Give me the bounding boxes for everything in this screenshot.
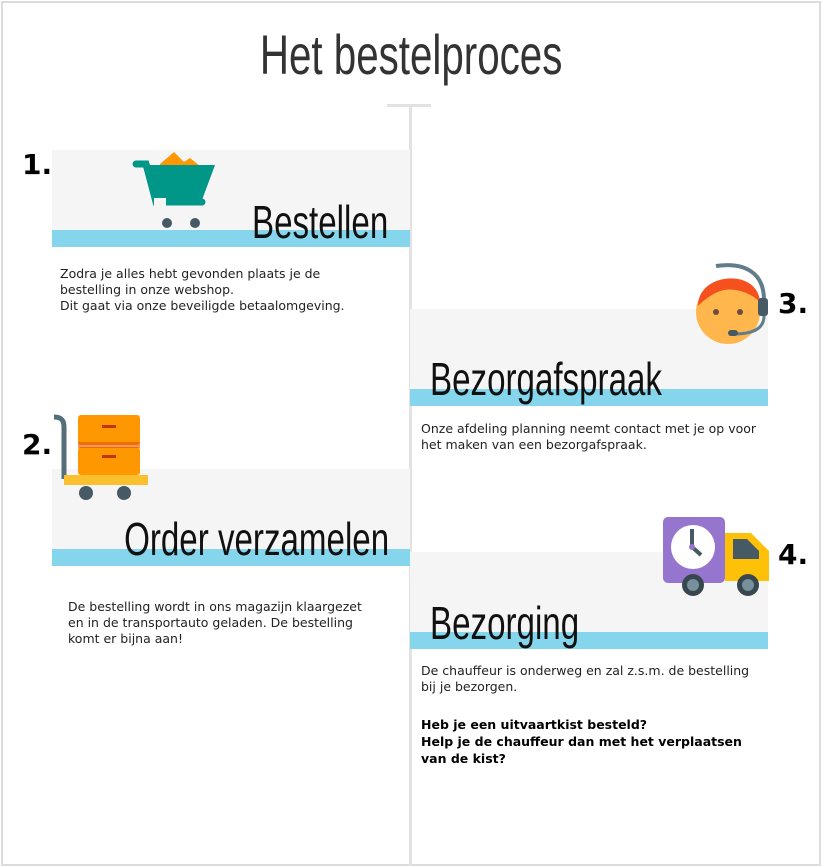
step-3-text: Onze afdeling planning neemt contact met… [421,421,757,452]
support-agent-headset-icon [696,263,768,344]
page-title: Het bestelproces [259,23,563,86]
step-4-strip [410,632,768,649]
shopping-cart-icon [132,152,215,228]
step-1-text: Zodra je alles hebt gevonden plaats je d… [60,266,345,313]
step-3-strip [410,389,768,406]
step-4-text: De chauffeur is onderweg en zal z.s.m. d… [421,663,750,694]
step-2-text: De bestelling wordt in ons magazijn klaa… [68,599,362,646]
step-2-heading: Order verzamelen [123,513,389,565]
timeline-line [409,104,412,866]
step-1-number: 1. [22,148,53,181]
step-1-strip [52,230,410,247]
step-1-heading: Bestellen [251,196,388,248]
hand-truck-boxes-icon [53,414,148,500]
delivery-truck-clock-icon [663,517,769,596]
step-3-number: 3. [778,287,809,320]
step-4-note: Heb je een uitvaartkist besteld? Help je … [421,717,742,766]
step-4-number: 4. [778,538,809,571]
step-1-card [52,150,410,230]
step-4-heading: Bezorging [430,597,580,649]
step-3-heading: Bezorgafspraak [430,353,662,405]
step-2-strip [52,549,410,566]
step-2-number: 2. [22,428,53,461]
